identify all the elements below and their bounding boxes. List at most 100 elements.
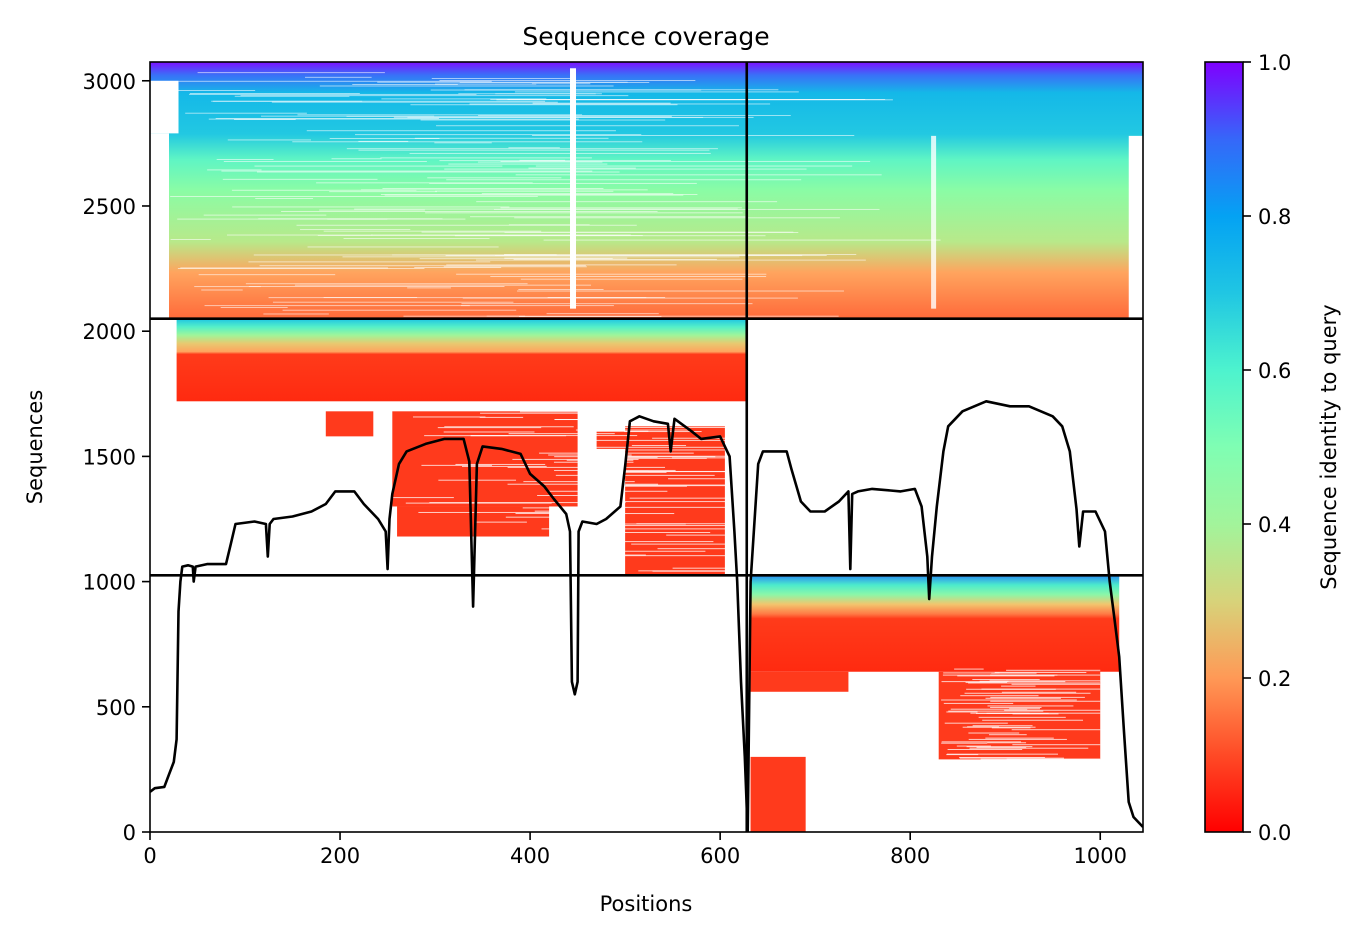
red-region-a bbox=[625, 426, 725, 575]
texture-streak bbox=[253, 254, 516, 256]
x-tick-label: 200 bbox=[320, 844, 360, 868]
texture-streak bbox=[256, 171, 620, 173]
texture-streak bbox=[443, 266, 587, 268]
texture-streak bbox=[976, 747, 1027, 749]
texture-streak bbox=[444, 168, 807, 170]
texture-streak bbox=[227, 139, 311, 141]
texture-streak bbox=[546, 409, 610, 411]
texture-streak bbox=[444, 426, 574, 428]
texture-streak bbox=[358, 149, 710, 151]
texture-streak bbox=[613, 485, 687, 487]
texture-streak bbox=[292, 141, 643, 143]
texture-streak bbox=[657, 548, 744, 550]
texture-streak bbox=[377, 81, 628, 83]
y-axis-label: Sequences bbox=[23, 390, 47, 505]
texture-streak bbox=[424, 435, 508, 437]
texture-streak bbox=[617, 457, 658, 459]
texture-streak bbox=[240, 95, 629, 97]
texture-streak bbox=[568, 555, 744, 557]
texture-streak bbox=[575, 429, 688, 431]
texture-streak bbox=[281, 211, 658, 212]
texture-streak bbox=[478, 114, 791, 116]
gap-right-top bbox=[1128, 135, 1143, 319]
texture-streak bbox=[565, 541, 714, 543]
red-region-b bbox=[750, 756, 806, 832]
texture-streak bbox=[380, 157, 592, 159]
texture-streak bbox=[435, 190, 614, 192]
texture-streak bbox=[271, 101, 558, 103]
texture-streak bbox=[553, 461, 634, 463]
texture-streak bbox=[504, 232, 799, 233]
texture-streak bbox=[477, 161, 603, 163]
block-chain-B-unpaired bbox=[750, 575, 1120, 672]
texture-streak bbox=[962, 726, 1036, 728]
colorbar-tick-label: 1.0 bbox=[1258, 51, 1291, 75]
texture-streak bbox=[513, 258, 717, 260]
texture-streak bbox=[296, 224, 637, 226]
texture-streak bbox=[554, 456, 716, 458]
texture-streak bbox=[943, 702, 1014, 704]
texture-streak bbox=[319, 85, 614, 87]
texture-streak bbox=[456, 273, 767, 275]
texture-streak bbox=[352, 84, 458, 85]
texture-streak bbox=[486, 315, 839, 317]
texture-streak bbox=[409, 152, 711, 154]
y-tick-label: 2000 bbox=[83, 320, 136, 344]
texture-streak bbox=[990, 700, 1101, 702]
texture-streak bbox=[587, 430, 649, 432]
texture-streak bbox=[294, 284, 592, 286]
texture-streak bbox=[508, 224, 590, 226]
texture-streak bbox=[636, 523, 744, 525]
texture-streak bbox=[504, 254, 857, 255]
texture-streak bbox=[381, 98, 547, 100]
texture-streak bbox=[343, 238, 490, 239]
texture-streak bbox=[487, 554, 646, 556]
y-tick-label: 1500 bbox=[83, 445, 136, 469]
texture-streak bbox=[358, 140, 409, 142]
texture-streak bbox=[941, 760, 1047, 762]
texture-streak bbox=[965, 681, 1008, 683]
texture-streak bbox=[548, 454, 632, 456]
texture-streak bbox=[177, 218, 466, 220]
red-region-a bbox=[397, 506, 550, 537]
coverage-line bbox=[150, 400, 1143, 832]
texture-streak bbox=[970, 712, 1101, 714]
texture-streak bbox=[380, 194, 698, 195]
texture-streak bbox=[425, 212, 743, 214]
texture-streak bbox=[342, 256, 740, 258]
texture-streak bbox=[323, 230, 542, 232]
texture-streak bbox=[629, 497, 744, 499]
texture-streak bbox=[306, 130, 616, 132]
texture-streak bbox=[215, 118, 439, 119]
texture-streak bbox=[234, 95, 350, 97]
x-axis-ticks: 0 200 400 600 800 1000 bbox=[143, 832, 1127, 868]
texture-streak bbox=[518, 289, 604, 290]
texture-streak bbox=[436, 125, 739, 127]
texture-streak bbox=[201, 289, 243, 291]
texture-streak bbox=[317, 235, 643, 236]
texture-streak bbox=[990, 696, 1085, 698]
texture-streak bbox=[319, 209, 425, 211]
texture-streak bbox=[1011, 729, 1101, 731]
texture-streak bbox=[987, 742, 1027, 744]
texture-streak bbox=[991, 727, 1031, 729]
plot-frame bbox=[149, 61, 1144, 833]
texture-streak bbox=[268, 297, 647, 299]
texture-streak bbox=[169, 90, 256, 91]
texture-streak bbox=[648, 471, 744, 473]
texture-streak bbox=[966, 746, 1033, 748]
texture-streak bbox=[421, 464, 492, 466]
texture-streak bbox=[954, 668, 984, 670]
texture-streak bbox=[226, 234, 373, 236]
texture-streak bbox=[991, 672, 1037, 674]
texture-streak bbox=[248, 261, 491, 263]
texture-streak bbox=[586, 459, 634, 461]
texture-streak bbox=[307, 246, 499, 248]
texture-streak bbox=[990, 706, 1042, 708]
texture-streak bbox=[981, 688, 1101, 690]
texture-streak bbox=[517, 290, 844, 292]
texture-streak bbox=[947, 748, 1023, 750]
texture-streak bbox=[989, 734, 1027, 736]
texture-streak bbox=[297, 114, 583, 116]
texture-streak bbox=[968, 732, 1020, 734]
